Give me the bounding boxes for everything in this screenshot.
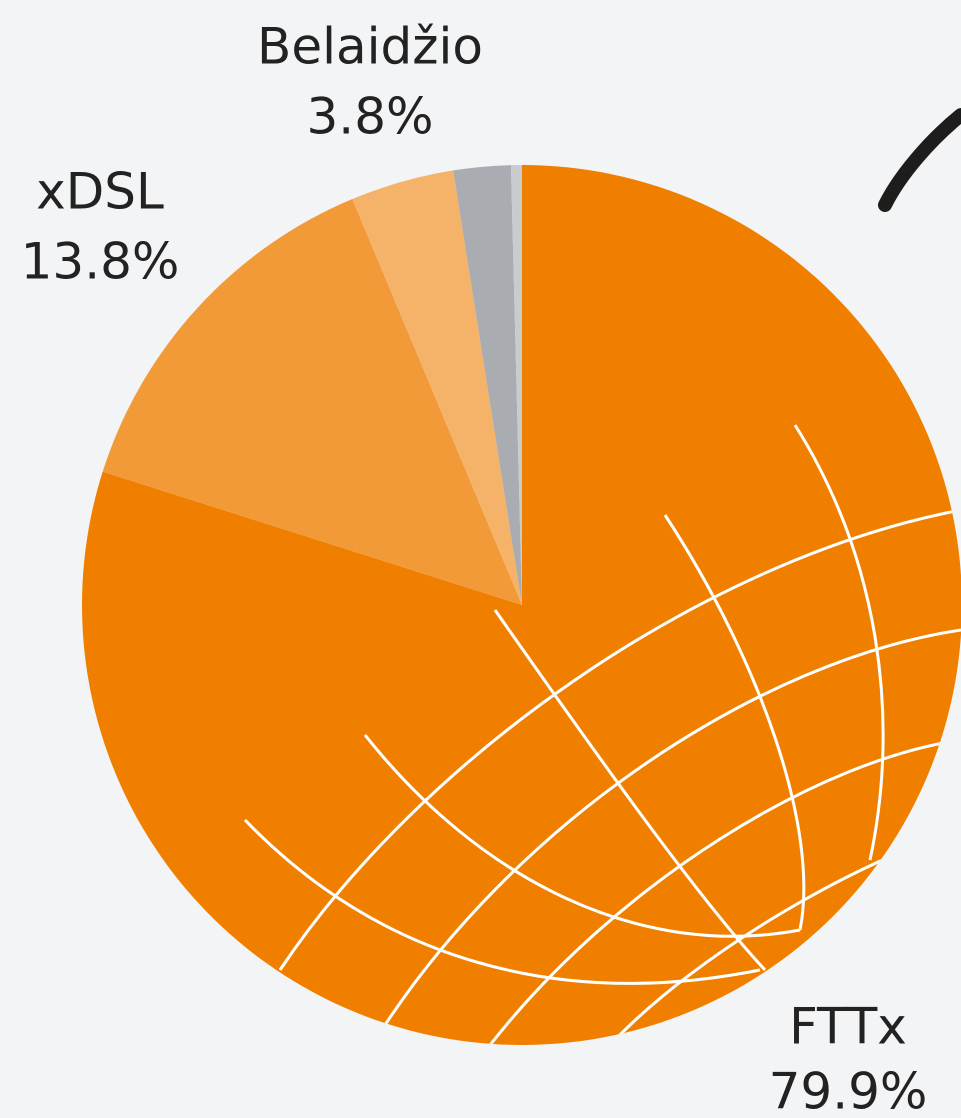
slice — [510, 165, 522, 605]
slice-value: 3.8% — [306, 88, 433, 146]
slice-label: FTTx — [789, 998, 907, 1056]
pie — [82, 165, 961, 1045]
slice-value: 13.8% — [21, 233, 180, 291]
decoration-stroke — [878, 108, 961, 212]
labels: FTTx 79.9% xDSL 13.8% Belaidžio 3.8% — [21, 18, 928, 1118]
slice — [102, 199, 522, 606]
slice-value: 79.9% — [769, 1063, 928, 1118]
slice-label: xDSL — [36, 163, 164, 221]
slice — [453, 165, 522, 605]
slice-label: Belaidžio — [257, 18, 483, 76]
slice — [352, 170, 522, 606]
